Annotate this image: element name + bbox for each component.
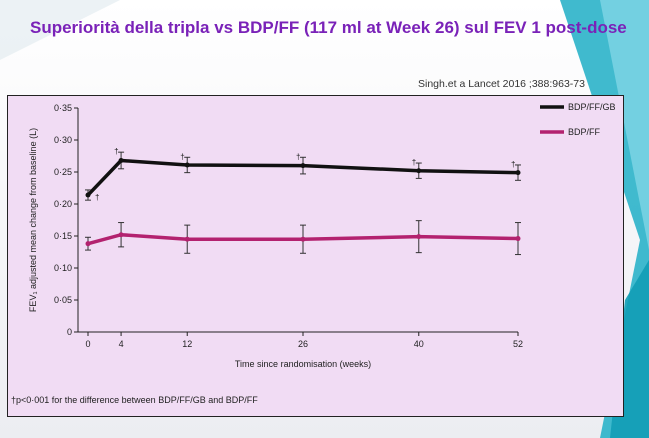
significance-dagger: †	[511, 160, 515, 169]
x-tick-label: 26	[298, 339, 308, 349]
data-point	[184, 162, 190, 168]
chart-frame: 0 0·05 0·10 0·15 0·20 0·25 0·30 0·35 0 4 12 26 40 52 T…	[7, 95, 624, 417]
y-tick-label: 0·20	[54, 199, 72, 209]
x-tick-label: 4	[119, 339, 124, 349]
significance-dagger: †	[95, 193, 99, 202]
y-axis-title: FEV₁ adjusted mean change from baseline …	[28, 128, 38, 312]
series-line	[87, 232, 519, 246]
chart-footnote: †p<0·001 for the difference between BDP/…	[11, 395, 258, 405]
significance-dagger: †	[412, 158, 416, 167]
series-line	[86, 158, 519, 197]
x-tick-label: 52	[513, 339, 523, 349]
y-tick-label: 0·25	[54, 167, 72, 177]
x-tick-label: 0	[85, 339, 90, 349]
x-tick-label: 12	[182, 339, 192, 349]
x-axis-title: Time since randomisation (weeks)	[235, 359, 371, 369]
data-point	[85, 241, 91, 247]
slide-title: Superiorità della tripla vs BDP/FF (117 …	[30, 18, 627, 37]
data-point	[184, 236, 190, 242]
data-point	[85, 192, 91, 198]
citation: Singh.et a Lancet 2016 ;388:963-73	[418, 78, 585, 90]
x-tick-label: 40	[414, 339, 424, 349]
significance-dagger: †	[114, 147, 118, 156]
data-point	[416, 234, 422, 240]
y-tick-label: 0·10	[54, 263, 72, 273]
y-tick-label: 0·35	[54, 103, 72, 113]
data-point	[515, 170, 521, 176]
y-tick-label: 0·05	[54, 295, 72, 305]
legend-label: BDP/FF/GB	[568, 102, 616, 112]
y-tick-label: 0·30	[54, 135, 72, 145]
legend-label: BDP/FF	[568, 127, 601, 137]
data-point	[416, 168, 422, 174]
data-point	[515, 236, 521, 242]
fev1-chart: 0 0·05 0·10 0·15 0·20 0·25 0·30 0·35 0 4 12 26 40 52 T…	[28, 102, 616, 369]
y-tick-label: 0	[67, 327, 72, 337]
data-point	[300, 163, 306, 169]
y-tick-label: 0·15	[54, 231, 72, 241]
data-point	[118, 157, 124, 163]
data-point	[118, 232, 124, 238]
significance-dagger: †	[180, 152, 184, 161]
significance-dagger: †	[296, 152, 300, 161]
data-point	[300, 236, 306, 242]
